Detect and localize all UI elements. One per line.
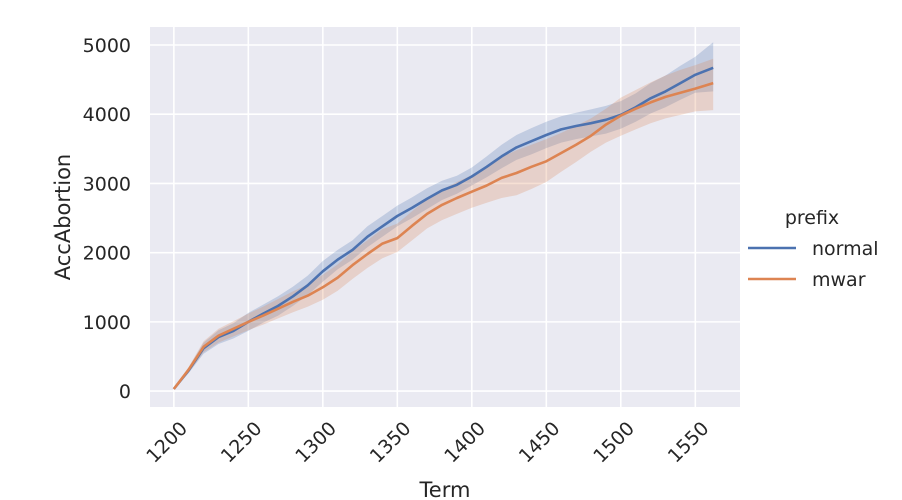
- legend-title: prefix: [785, 207, 839, 229]
- x-tick-label: 1350: [366, 418, 416, 468]
- y-tick-label: 3000: [83, 173, 131, 195]
- x-tick-label: 1500: [589, 418, 639, 468]
- legend-label-normal: normal: [812, 238, 879, 260]
- series-lines: [172, 66, 714, 390]
- y-axis-label: AccAbortion: [51, 154, 75, 281]
- grid: [150, 27, 740, 407]
- y-tick-label: 5000: [83, 35, 131, 57]
- legend: prefix normal mwar: [748, 207, 879, 291]
- y-tick-label: 1000: [83, 312, 131, 334]
- x-tick-labels: 1200 1250 1300 1350 1400 1450 1500 1550: [142, 418, 713, 468]
- legend-label-mwar: mwar: [812, 269, 866, 291]
- x-tick-label: 1300: [291, 418, 341, 468]
- y-tick-label: 0: [119, 381, 131, 403]
- line-mwar: [172, 81, 714, 390]
- x-tick-label: 1200: [142, 418, 192, 468]
- y-tick-label: 2000: [83, 243, 131, 265]
- y-tick-labels: 0 1000 2000 3000 4000 5000: [83, 35, 131, 403]
- y-tick-label: 4000: [83, 104, 131, 126]
- x-tick-label: 1550: [664, 418, 714, 468]
- x-tick-label: 1250: [217, 418, 267, 468]
- x-axis-label: Term: [419, 478, 471, 500]
- band-mwar: [173, 58, 714, 390]
- band-normal: [173, 42, 714, 390]
- x-tick-label: 1450: [515, 418, 565, 468]
- confidence-bands: [173, 42, 714, 390]
- x-tick-label: 1400: [440, 418, 490, 468]
